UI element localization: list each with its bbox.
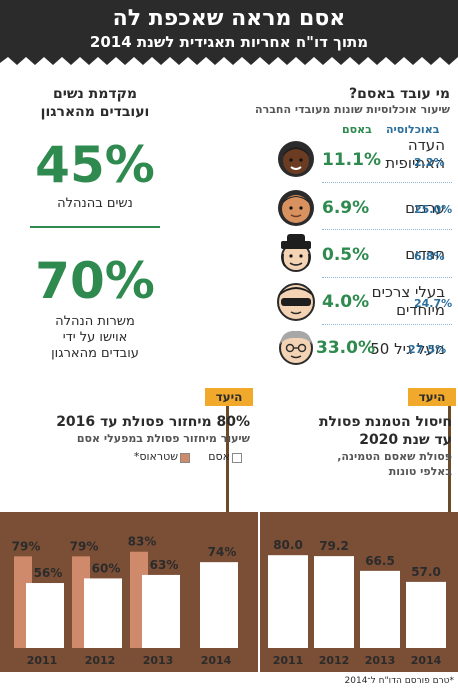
row-population-value: 27.5% <box>408 343 447 356</box>
x-tick-label: 2014 <box>411 654 442 667</box>
chart-separator <box>258 512 260 672</box>
arab-person-icon <box>278 190 314 226</box>
row-divider <box>322 277 452 278</box>
row-label: חרדים <box>325 245 445 263</box>
bar-label-strauss: 83% <box>128 535 157 549</box>
row-label-line2: מיוחדים <box>396 301 445 319</box>
charts-canvas: 79% 56% 2011 79% 60% 2012 83% 63% 2013 74% 2014 80.… <box>12 535 446 667</box>
divider-line <box>30 226 160 228</box>
row-population-value: 2.2% <box>414 156 445 169</box>
col-head-osem: באסם <box>342 123 372 136</box>
bar-label-osem: 60% <box>92 561 121 575</box>
legend-osem-label: אסם <box>208 450 230 463</box>
recycling-chart-subtitle: שיעור מיחזור פסולת במפעלי אסם <box>76 432 250 445</box>
x-tick-label: 2013 <box>365 654 396 667</box>
header-banner <box>0 0 458 56</box>
row-osem-value: 33.0% <box>316 338 375 358</box>
bar-osem <box>84 578 122 648</box>
page-subtitle: מתוך דו"ח אחריות תאגידית לשנת 2014 <box>89 33 369 51</box>
older-person-icon <box>279 330 313 365</box>
legend-strauss-swatch <box>180 453 190 463</box>
bar-osem <box>26 583 64 648</box>
landfill-chart-title-1: חיסול הטמנת פסולת <box>318 414 452 430</box>
row-osem-value: 0.5% <box>322 245 370 265</box>
page-title: אסם מראה שאכפת לה <box>112 6 346 31</box>
stat-management-caption-1: משרות הנהלה <box>55 314 135 329</box>
special-needs-person-icon <box>277 283 315 321</box>
header-zigzag <box>0 56 458 65</box>
row-label: ערבים <box>325 199 445 217</box>
right-sign-pole <box>448 388 451 512</box>
row-label-line1: חרדים <box>405 245 445 263</box>
bar-label-landfill: 80.0 <box>273 538 303 552</box>
bar-landfill <box>268 555 308 648</box>
row-population-value: 6.8% <box>414 250 445 263</box>
row-label-line1: ערבים <box>405 199 445 217</box>
row-divider <box>322 229 452 230</box>
bar-landfill <box>314 556 354 648</box>
col-head-population: באוכלוסיה <box>386 123 440 136</box>
who-works-title: מי עובד באסם? <box>348 86 450 102</box>
row-osem-value: 4.0% <box>322 292 370 312</box>
row-label: העדה האתיופית <box>325 136 445 172</box>
row-divider <box>322 182 452 183</box>
bar-landfill <box>360 570 400 648</box>
promotion-title-2: ועובדים מהארגון <box>40 104 150 120</box>
left-sign-pole <box>226 388 229 512</box>
x-tick-label: 2013 <box>143 654 174 667</box>
x-tick-label: 2011 <box>27 654 58 667</box>
legend-osem-swatch <box>232 453 242 463</box>
x-tick-label: 2012 <box>85 654 116 667</box>
stat-management-caption-3: עובדים מהארגון <box>51 346 139 361</box>
row-label-line2: האתיופית <box>385 154 445 172</box>
bar-osem <box>200 562 238 648</box>
landfill-chart-subtitle-2: באלפי טונות <box>388 465 452 478</box>
bar-label-osem: 56% <box>34 566 63 580</box>
row-label: מעל גיל 50 <box>325 340 445 358</box>
ethiopian-person-icon <box>278 141 314 177</box>
stat-women-value: 45% <box>35 136 155 194</box>
row-label-line1: בעלי צרכים <box>371 283 445 301</box>
row-osem-value: 6.9% <box>322 198 370 218</box>
row-population-value: 24.7% <box>414 297 453 310</box>
row-label-line1: מעל גיל 50 <box>370 340 445 358</box>
landfill-chart-subtitle-1: פסולת שאסם הטמינה, <box>337 450 452 463</box>
landfill-chart-title-2: עד שנת 2020 <box>359 432 452 448</box>
bar-label-osem: 63% <box>150 558 179 572</box>
right-goal-tag: היעד <box>408 388 456 406</box>
bar-label-landfill: 57.0 <box>411 565 441 579</box>
bar-label-osem: 74% <box>208 545 237 559</box>
bar-osem <box>142 574 180 648</box>
row-label-line1: העדה <box>407 136 445 154</box>
bar-label-landfill: 66.5 <box>365 554 395 568</box>
left-goal-tag: היעד <box>205 388 253 406</box>
x-tick-label: 2012 <box>319 654 350 667</box>
bar-label-landfill: 79.2 <box>319 539 349 553</box>
x-tick-label: 2014 <box>201 654 232 667</box>
bar-label-strauss: 79% <box>70 539 99 553</box>
stat-management-caption-2: אוישו על ידי <box>62 330 128 345</box>
stat-management-value: 70% <box>35 252 155 310</box>
row-osem-value: 11.1% <box>322 150 381 170</box>
promotion-title-1: מקדמת נשים <box>52 86 138 102</box>
row-label: בעלי צרכים מיוחדים <box>325 283 445 319</box>
haredi-person-icon <box>281 234 311 272</box>
row-divider <box>322 324 452 325</box>
recycling-chart-title: 80% מיחזור פסולת עד 2016 <box>56 414 250 430</box>
bar-label-strauss: 79% <box>12 539 41 553</box>
legend-strauss-label: שטראוס* <box>133 450 178 463</box>
stat-women-caption: נשים בהנהלה <box>57 196 133 211</box>
x-tick-label: 2011 <box>273 654 304 667</box>
who-works-subtitle: שיעור אוכלוסיות שונות מעובדי החברה <box>255 103 450 116</box>
row-population-value: 25.0% <box>414 203 453 216</box>
bar-landfill <box>406 581 446 648</box>
footnote: *טרם פורסם הדו"ח ל־2014 <box>344 676 454 686</box>
